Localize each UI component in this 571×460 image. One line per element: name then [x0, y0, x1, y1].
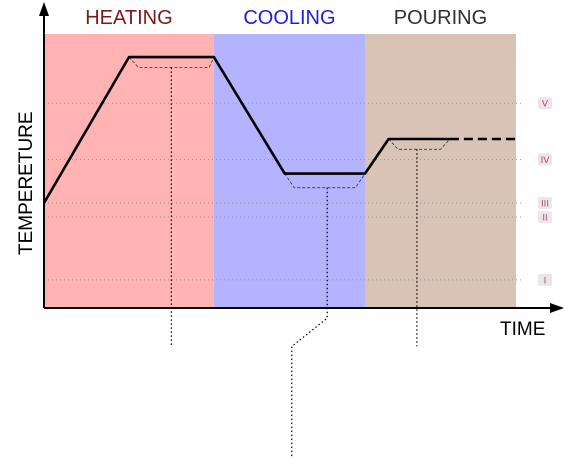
- leader-lines: [170, 67, 418, 457]
- tolerance-bands: [128, 56, 451, 189]
- level-label-v: V: [542, 100, 549, 110]
- tolerance-band-1: [128, 56, 215, 68]
- x-axis-title: TIME: [500, 319, 545, 340]
- phase-label-heating: HEATING: [85, 7, 172, 29]
- tolerance-band-3: [388, 138, 451, 150]
- y-axis-title: TEMPERETURE: [16, 111, 37, 255]
- level-badge-ii: [538, 211, 552, 224]
- phase-band-pouring: [364, 34, 516, 308]
- level-label-iii: III: [541, 200, 549, 210]
- leader-line-2: [291, 187, 328, 457]
- level-badge-iii: [538, 197, 552, 210]
- x-axis-arrow: [550, 303, 564, 313]
- phase-label-pouring: POURING: [394, 7, 487, 29]
- phase-labels: HEATING COOLING POURING: [85, 7, 487, 29]
- phase-band-cooling: [213, 34, 365, 308]
- phase-band-heating: [44, 34, 214, 308]
- level-label-ii: II: [542, 214, 547, 224]
- level-label-iv: IV: [541, 156, 551, 166]
- temperature-series: [42, 55, 516, 204]
- level-label-i: I: [544, 276, 547, 286]
- temperature-line-solid: [42, 55, 450, 204]
- phase-bands: [44, 34, 516, 308]
- axes: TIME TEMPERETURE: [16, 2, 564, 340]
- phase-label-cooling: COOLING: [243, 7, 335, 29]
- tolerance-band-2: [284, 173, 366, 189]
- level-badge-v: [538, 97, 552, 110]
- level-badge-i: [538, 273, 552, 286]
- y-axis-arrow: [39, 2, 49, 16]
- level-badge-iv: [538, 153, 552, 166]
